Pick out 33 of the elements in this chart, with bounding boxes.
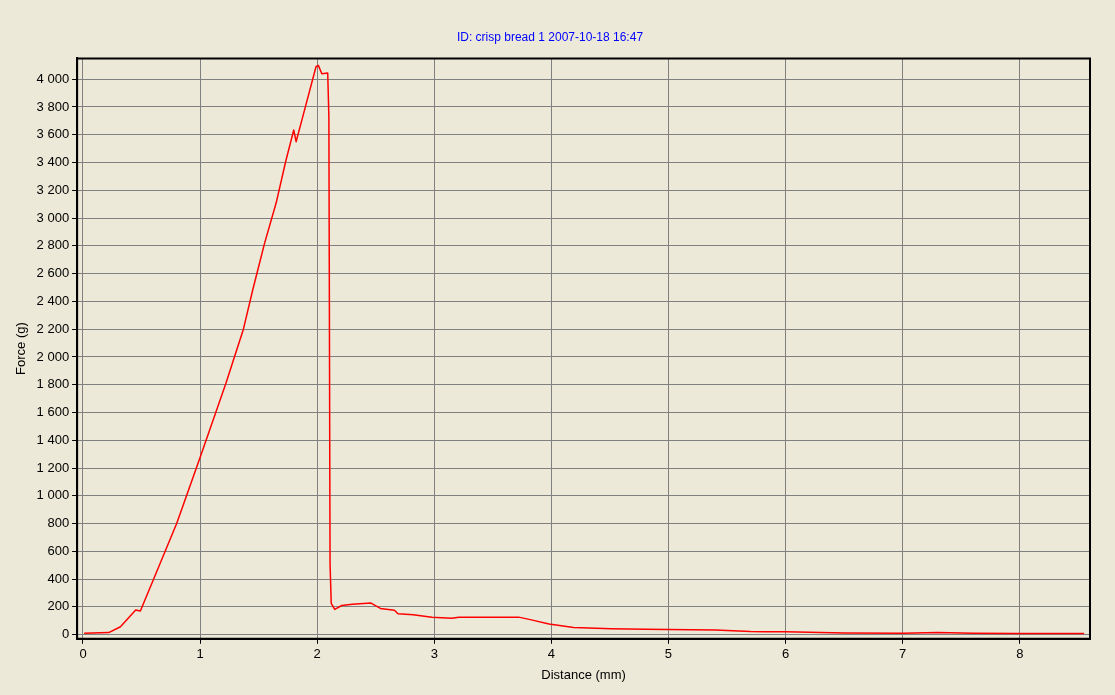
y-tick-label: 2 400 <box>36 292 70 308</box>
y-tick-label: 3 600 <box>36 126 70 142</box>
y-tick-label: 600 <box>47 542 70 558</box>
x-tick-label: 1 <box>196 646 204 662</box>
x-axis-title: Distance (mm) <box>541 666 626 682</box>
y-tick-label: 1 000 <box>36 487 70 503</box>
x-tick-label: 5 <box>664 646 673 662</box>
y-tick-label: 2 800 <box>36 237 70 253</box>
x-tick-label: 2 <box>313 646 321 662</box>
y-tick-label: 2 000 <box>36 348 70 364</box>
y-tick-label: 400 <box>47 570 70 586</box>
x-tick-label: 4 <box>547 646 555 662</box>
x-tick-label: 7 <box>899 646 907 662</box>
y-tick-label: 2 600 <box>36 265 70 281</box>
y-tick-label: 3 000 <box>36 209 70 225</box>
y-tick-label: 2 200 <box>36 320 70 336</box>
chart-title: ID: crisp bread 1 2007-10-18 16:47 <box>456 29 644 44</box>
y-tick-label: 800 <box>47 515 70 531</box>
y-tick-label: 200 <box>47 598 70 614</box>
y-tick-label: 4 000 <box>36 70 70 86</box>
y-tick-label: 1 400 <box>36 431 70 447</box>
y-tick-label: 0 <box>61 626 70 642</box>
y-tick-label: 1 200 <box>36 459 70 475</box>
y-tick-label: 1 800 <box>36 376 70 392</box>
y-tick-label: 1 600 <box>36 404 70 420</box>
y-tick-label: 3 800 <box>36 98 70 114</box>
y-tick-label: 3 200 <box>36 181 70 197</box>
y-tick-label: 3 400 <box>36 154 70 170</box>
x-tick-label: 3 <box>430 646 438 662</box>
x-tick-label: 8 <box>1016 646 1024 662</box>
y-axis-title: Force (g) <box>13 322 29 375</box>
x-tick-label: 6 <box>781 646 790 662</box>
x-tick-label: 0 <box>79 646 87 662</box>
